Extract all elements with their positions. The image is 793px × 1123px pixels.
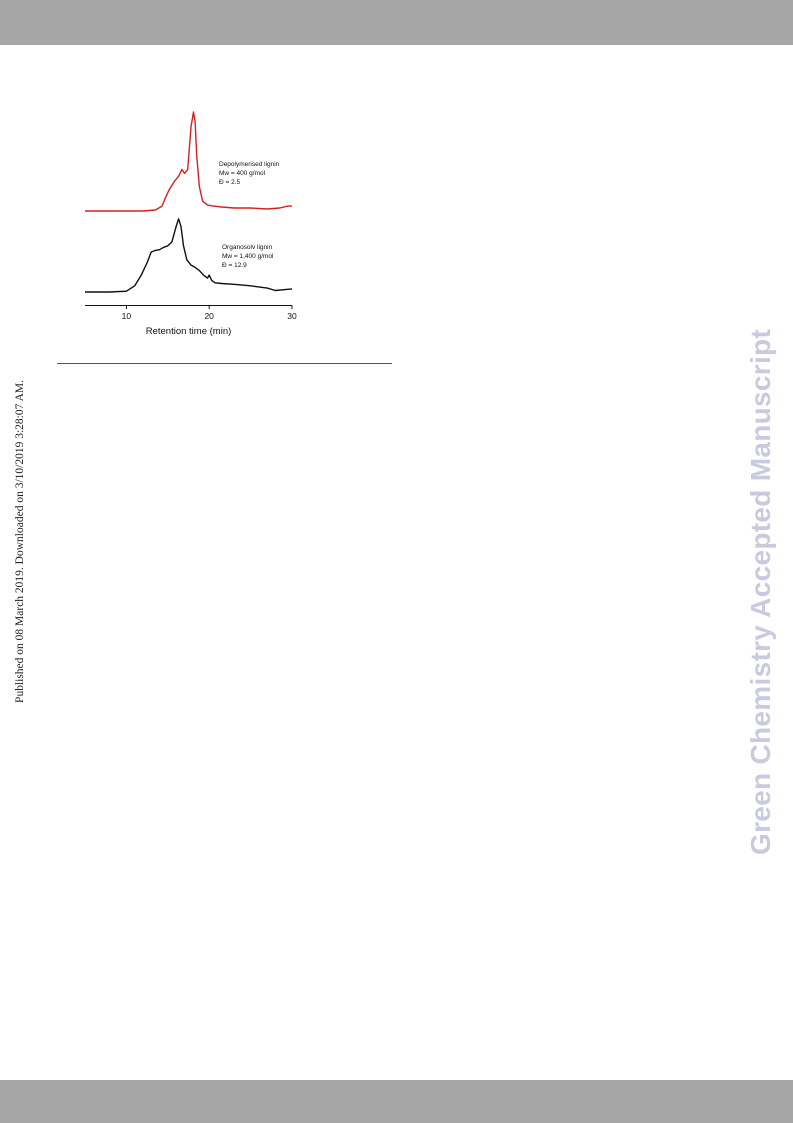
gpc-chart: 10 20 30 Retention time (min) Depolymerise… [85, 111, 297, 337]
series-line-1 [85, 218, 293, 293]
bottom-footer-bar [0, 1080, 793, 1123]
x-axis-title: Retention time (min) [146, 326, 232, 337]
series-line-0 [85, 111, 292, 212]
series-1-annotation-name: Organosolv lignin [222, 244, 273, 251]
series-layer [85, 111, 293, 293]
series-0-annotation-dispersity: Đ = 2.5 [219, 179, 241, 186]
series-0-annotation-name: Depolymerised lignin [219, 161, 280, 168]
series-0-annotation-mw: Mw = 400 g/mol [219, 170, 266, 177]
caption-divider [57, 363, 392, 364]
x-tick-label: 20 [204, 311, 214, 321]
x-tick-label: 30 [287, 311, 297, 321]
watermark-text: Green Chemistry Accepted Manuscript [745, 328, 776, 855]
x-ticks: 10 20 30 [122, 305, 297, 321]
top-header-bar [0, 0, 793, 45]
publication-note: Published on 08 March 2019. Downloaded o… [14, 380, 26, 703]
series-1-annotation-mw: Mw = 1,400 g/mol [222, 253, 274, 260]
series-1-annotation-dispersity: Đ = 12.9 [222, 262, 247, 269]
x-tick-label: 10 [122, 311, 132, 321]
